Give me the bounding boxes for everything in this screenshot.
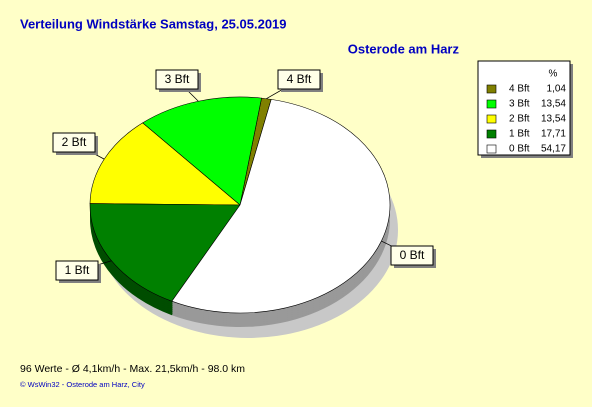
slice (89, 122, 241, 206)
legend-value: 17,71 (541, 129, 566, 140)
legend-swatch (486, 144, 497, 154)
label-box (390, 245, 434, 266)
legend-title: % (549, 69, 558, 80)
legend-label: 2 Bft (509, 114, 530, 125)
slice-label: 4 Bft (287, 72, 312, 86)
slice-label: 3 Bft (165, 72, 190, 86)
legend-swatch (486, 129, 497, 139)
legend-label: 3 Bft (509, 99, 530, 110)
label-box (55, 260, 99, 281)
legend-value: 54,17 (541, 144, 566, 155)
slice (142, 96, 262, 206)
footer: 96 Werte - Ø 4,1km/h - Max. 21,5km/h - 9… (20, 363, 245, 375)
slice (89, 203, 241, 302)
chart-title: Verteilung Windstärke Samstag, 25.05.201… (20, 16, 287, 31)
slice (171, 99, 391, 314)
slice-label: 0 Bft (400, 248, 425, 262)
legend-swatch (486, 114, 497, 124)
label-box (155, 69, 199, 90)
credit: © WsWin32 - Osterode am Harz, City (20, 380, 145, 389)
legend-value: 13,54 (541, 114, 566, 125)
legend-label: 4 Bft (509, 84, 530, 95)
legend-label: 1 Bft (509, 129, 530, 140)
slice-label: 1 Bft (65, 263, 90, 277)
legend-value: 1,04 (547, 84, 567, 95)
slice-label: 2 Bft (62, 135, 87, 149)
legend-swatch (486, 99, 497, 109)
label-box (52, 132, 96, 153)
legend-value: 13,54 (541, 99, 566, 110)
legend-swatch (486, 84, 497, 94)
legend-label: 0 Bft (509, 144, 530, 155)
label-box (277, 69, 321, 90)
chart-subtitle: Osterode am Harz (348, 41, 460, 56)
